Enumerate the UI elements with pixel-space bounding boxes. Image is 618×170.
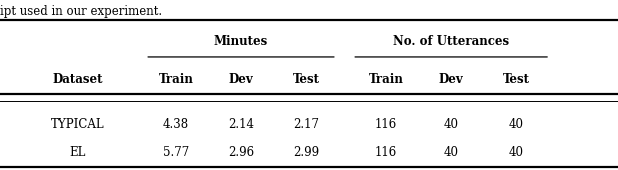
Text: Train: Train	[159, 73, 193, 86]
Text: 2.14: 2.14	[228, 118, 254, 131]
Text: Train: Train	[369, 73, 404, 86]
Text: TYPICAL: TYPICAL	[51, 118, 104, 131]
Text: 2.17: 2.17	[293, 118, 319, 131]
Text: EL: EL	[69, 147, 85, 159]
Text: Minutes: Minutes	[214, 35, 268, 48]
Text: Dev: Dev	[439, 73, 464, 86]
Text: 5.77: 5.77	[163, 147, 189, 159]
Text: 40: 40	[444, 118, 459, 131]
Text: 40: 40	[444, 147, 459, 159]
Text: 116: 116	[375, 147, 397, 159]
Text: Test: Test	[502, 73, 530, 86]
Text: 2.96: 2.96	[228, 147, 254, 159]
Text: Dev: Dev	[229, 73, 253, 86]
Text: 116: 116	[375, 118, 397, 131]
Text: 40: 40	[509, 118, 523, 131]
Text: 2.99: 2.99	[293, 147, 319, 159]
Text: ipt used in our experiment.: ipt used in our experiment.	[0, 5, 162, 18]
Text: Test: Test	[292, 73, 320, 86]
Text: 40: 40	[509, 147, 523, 159]
Text: 4.38: 4.38	[163, 118, 189, 131]
Text: Dataset: Dataset	[52, 73, 103, 86]
Text: No. of Utterances: No. of Utterances	[393, 35, 509, 48]
